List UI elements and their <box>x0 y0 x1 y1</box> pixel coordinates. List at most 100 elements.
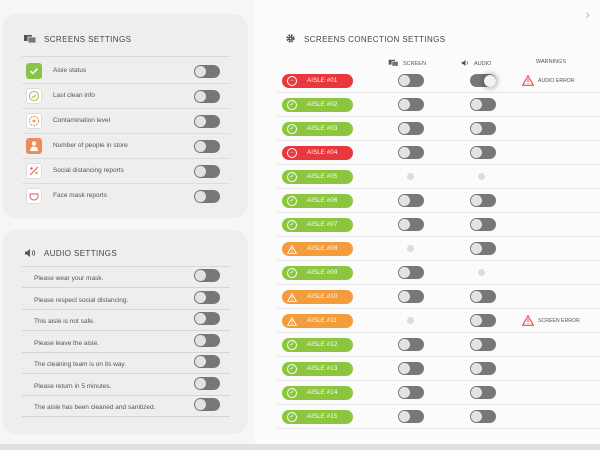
aisle-status-pill[interactable]: AISLE #10 <box>282 290 353 304</box>
divider <box>277 92 600 93</box>
audio-toggle[interactable] <box>470 290 496 303</box>
audio-toggle[interactable] <box>470 242 496 255</box>
divider <box>277 428 600 429</box>
aisle-status-pill[interactable]: ✓ AISLE #15 <box>282 410 353 424</box>
clean-check-icon <box>26 88 42 104</box>
warnings-column-header: WARNINGS <box>536 59 567 65</box>
aisle-status-pill[interactable]: ✓ AISLE #13 <box>282 362 353 376</box>
screen-unavailable-dot <box>407 245 414 252</box>
divider <box>277 212 600 213</box>
mask-icon <box>26 188 42 204</box>
audio-message-toggle[interactable] <box>194 333 220 347</box>
audio-toggle[interactable] <box>470 410 496 423</box>
aisle-row: AISLE #08 <box>277 237 600 261</box>
aisle-status-pill[interactable]: ✓ AISLE #12 <box>282 338 353 352</box>
audio-toggle[interactable] <box>470 74 496 87</box>
audio-toggle[interactable] <box>470 362 496 375</box>
warning-message: SCREEN ERROR <box>521 314 580 326</box>
screen-toggle[interactable] <box>398 122 424 135</box>
screen-toggle[interactable] <box>398 386 424 399</box>
divider <box>277 260 600 261</box>
aisle-label: AISLE #06 <box>307 198 338 204</box>
screen-toggle[interactable] <box>398 362 424 375</box>
person-icon <box>26 138 42 154</box>
aisle-row: AISLE #10 <box>277 285 600 309</box>
divider <box>22 351 230 353</box>
screen-unavailable-dot <box>407 317 414 324</box>
audio-toggle[interactable] <box>470 98 496 111</box>
aisle-label: AISLE #12 <box>307 342 338 348</box>
aisle-status-pill[interactable]: ✓ AISLE #06 <box>282 194 353 208</box>
aisle-status-pill[interactable]: ✓ AISLE #02 <box>282 98 353 112</box>
aisle-status-pill[interactable]: − AISLE #01 <box>282 74 353 88</box>
setting-row: Aisle status <box>22 59 230 84</box>
divider <box>22 133 230 134</box>
audio-toggle[interactable] <box>470 122 496 135</box>
screen-toggle[interactable] <box>398 410 424 423</box>
warning-text: SCREEN ERROR <box>538 317 580 324</box>
audio-toggle[interactable] <box>470 194 496 207</box>
aisle-status-pill[interactable]: ✓ AISLE #03 <box>282 122 353 136</box>
audio-toggle[interactable] <box>470 146 496 159</box>
aisle-status-pill[interactable]: ✓ AISLE #09 <box>282 266 353 280</box>
audio-toggle[interactable] <box>470 218 496 231</box>
aisle-row: ✓ AISLE #06 <box>277 189 600 213</box>
aisle-status-pill[interactable]: AISLE #11 <box>282 314 353 328</box>
connection-settings-title: SCREENS CONECTION SETTINGS <box>304 35 446 44</box>
setting-label: Number of people in store <box>53 142 128 149</box>
warning-triangle-icon <box>521 74 535 86</box>
aisle-status-pill[interactable]: ✓ AISLE #05 <box>282 170 353 184</box>
aisle-status-pill[interactable]: ✓ AISLE #14 <box>282 386 353 400</box>
audio-toggle[interactable] <box>470 314 496 327</box>
screen-toggle[interactable] <box>398 98 424 111</box>
check-circle-icon: ✓ <box>287 364 297 374</box>
aisle-status-pill[interactable]: ✓ AISLE #07 <box>282 218 353 232</box>
screen-toggle[interactable] <box>398 218 424 231</box>
aisle-label: AISLE #10 <box>307 294 338 300</box>
divider <box>277 188 600 189</box>
check-circle-icon: ✓ <box>287 388 297 398</box>
warning-icon <box>287 316 297 326</box>
screen-toggle[interactable] <box>398 194 424 207</box>
screen-toggle[interactable] <box>398 146 424 159</box>
check-circle-icon: ✓ <box>287 220 297 230</box>
chevron-right-icon[interactable]: › <box>585 6 590 22</box>
divider <box>22 108 230 109</box>
divider <box>22 158 230 159</box>
setting-toggle[interactable] <box>194 65 220 78</box>
aisle-row: ✓ AISLE #15 <box>277 405 600 429</box>
screens-icon <box>388 59 399 69</box>
speaker-icon <box>24 248 36 258</box>
divider <box>277 140 600 141</box>
screen-toggle[interactable] <box>398 338 424 351</box>
aisle-status-pill[interactable]: AISLE #08 <box>282 242 353 256</box>
audio-toggle[interactable] <box>470 338 496 351</box>
divider <box>22 330 230 331</box>
audio-message-toggle[interactable] <box>194 290 220 304</box>
screen-toggle[interactable] <box>398 290 424 303</box>
screens-settings-title: SCREENS SETTINGS <box>44 34 132 44</box>
audio-settings-card: AUDIO SETTINGS Please wear your mask. Ple… <box>2 230 248 434</box>
audio-message-toggle[interactable] <box>194 269 220 282</box>
setting-toggle[interactable] <box>194 90 220 103</box>
screen-toggle[interactable] <box>398 266 424 279</box>
setting-toggle[interactable] <box>194 165 220 178</box>
check-circle-icon: ✓ <box>287 172 297 182</box>
setting-toggle[interactable] <box>194 140 220 153</box>
bottom-bar <box>0 444 600 450</box>
audio-toggle[interactable] <box>470 386 496 399</box>
audio-message-toggle[interactable] <box>194 355 220 368</box>
audio-message-label: The cleaning team is on its way. <box>34 361 127 368</box>
divider <box>22 394 230 396</box>
aisle-status-pill[interactable]: − AISLE #04 <box>282 146 353 160</box>
audio-message-toggle[interactable] <box>194 312 220 325</box>
warning-icon <box>287 292 297 302</box>
screen-toggle[interactable] <box>398 74 424 87</box>
divider <box>277 284 600 285</box>
aisle-label: AISLE #07 <box>307 222 338 228</box>
setting-toggle[interactable] <box>194 190 220 203</box>
setting-toggle[interactable] <box>194 115 220 128</box>
aisle-label: AISLE #05 <box>307 174 338 180</box>
audio-message-toggle[interactable] <box>194 398 220 411</box>
audio-message-toggle[interactable] <box>194 376 220 390</box>
